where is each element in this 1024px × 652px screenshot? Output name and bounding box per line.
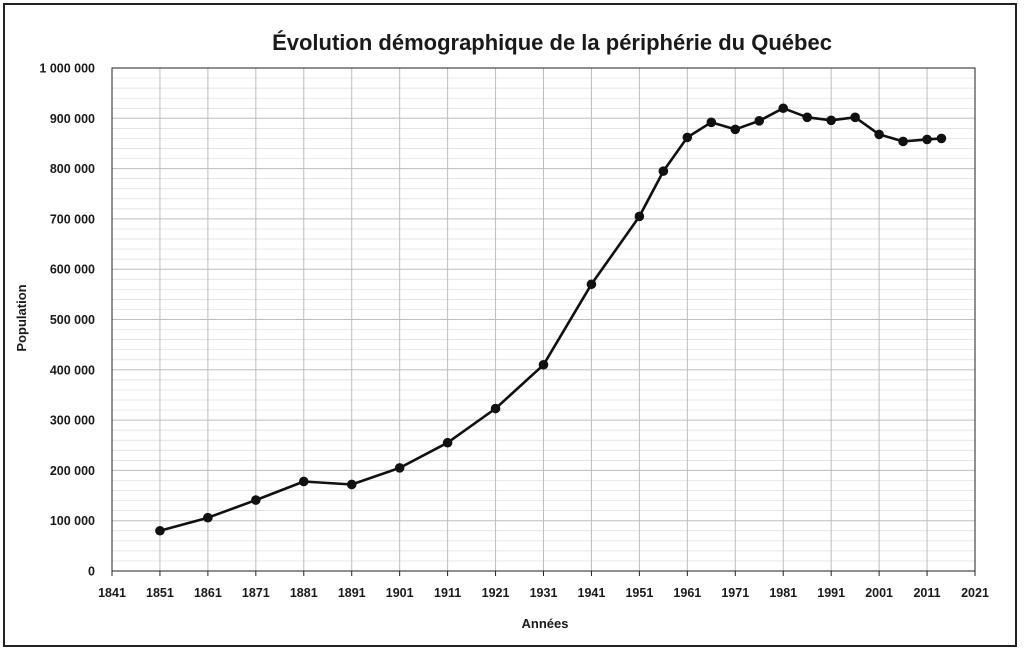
data-point: [586, 279, 597, 290]
series-line: [159, 106, 942, 533]
x-tick-label: 1881: [290, 586, 318, 600]
data-point: [682, 132, 693, 143]
x-tick-label: 1901: [386, 586, 414, 600]
data-point: [155, 525, 165, 536]
y-tick-label: 700 000: [50, 212, 95, 226]
x-tick-label: 1971: [721, 586, 749, 600]
chart-title: Évolution démographique de la périphérie…: [272, 30, 832, 55]
data-points: [155, 103, 947, 536]
data-point: [394, 463, 405, 473]
data-point: [802, 112, 812, 123]
x-tick-label: 1871: [242, 586, 270, 600]
y-tick-label: 500 000: [50, 313, 95, 327]
data-point: [706, 117, 717, 128]
x-axis-ticks: 1841 1851 1861 1871 1881 1891 1901 1911 1921 1931…: [98, 571, 989, 600]
data-point: [346, 479, 357, 490]
x-tick-label: 1961: [673, 586, 701, 600]
data-point: [490, 403, 501, 414]
data-point: [730, 124, 741, 135]
x-tick-label: 2001: [865, 586, 893, 600]
data-point: [778, 103, 789, 114]
data-point: [251, 495, 261, 505]
y-tick-label: 800 000: [50, 162, 95, 176]
data-point: [922, 134, 932, 145]
x-tick-label: 2011: [913, 586, 940, 600]
y-tick-label: 600 000: [50, 263, 95, 277]
x-axis-label: Années: [522, 616, 569, 631]
data-point: [538, 359, 549, 370]
y-axis-ticks: 0 100 000 200 000 300 000 400 000 500 000 600 …: [39, 62, 95, 579]
data-point: [826, 115, 836, 126]
x-tick-label: 1841: [98, 586, 126, 600]
data-point: [298, 476, 309, 487]
x-tick-label: 1861: [194, 586, 222, 600]
x-tick-label: 1951: [625, 586, 653, 600]
y-tick-label: 0: [88, 565, 95, 579]
chart-frame: [3, 3, 1017, 647]
data-point: [850, 112, 860, 123]
y-tick-label: 1 000 000: [39, 62, 95, 76]
data-point: [658, 166, 669, 176]
data-point: [898, 136, 908, 147]
data-point: [634, 211, 645, 222]
data-point: [874, 129, 884, 140]
x-tick-label: 1981: [769, 586, 797, 600]
y-tick-label: 300 000: [50, 414, 95, 428]
x-tick-label: 1921: [482, 586, 510, 600]
data-point: [203, 512, 213, 523]
data-point: [754, 116, 765, 126]
data-point: [936, 133, 947, 144]
y-axis-label: Population: [14, 284, 29, 351]
y-tick-label: 100 000: [50, 514, 95, 528]
y-tick-label: 400 000: [50, 363, 95, 377]
grid: [111, 67, 976, 572]
x-tick-label: 1851: [146, 586, 174, 600]
x-tick-label: 2021: [961, 586, 989, 600]
x-tick-label: 1931: [530, 586, 558, 600]
x-tick-label: 1941: [578, 586, 606, 600]
y-tick-label: 900 000: [50, 112, 95, 126]
x-tick-label: 1911: [434, 586, 461, 600]
x-tick-label: 1991: [817, 586, 845, 600]
x-tick-label: 1891: [338, 586, 366, 600]
y-tick-label: 200 000: [50, 464, 95, 478]
data-point: [442, 437, 453, 448]
